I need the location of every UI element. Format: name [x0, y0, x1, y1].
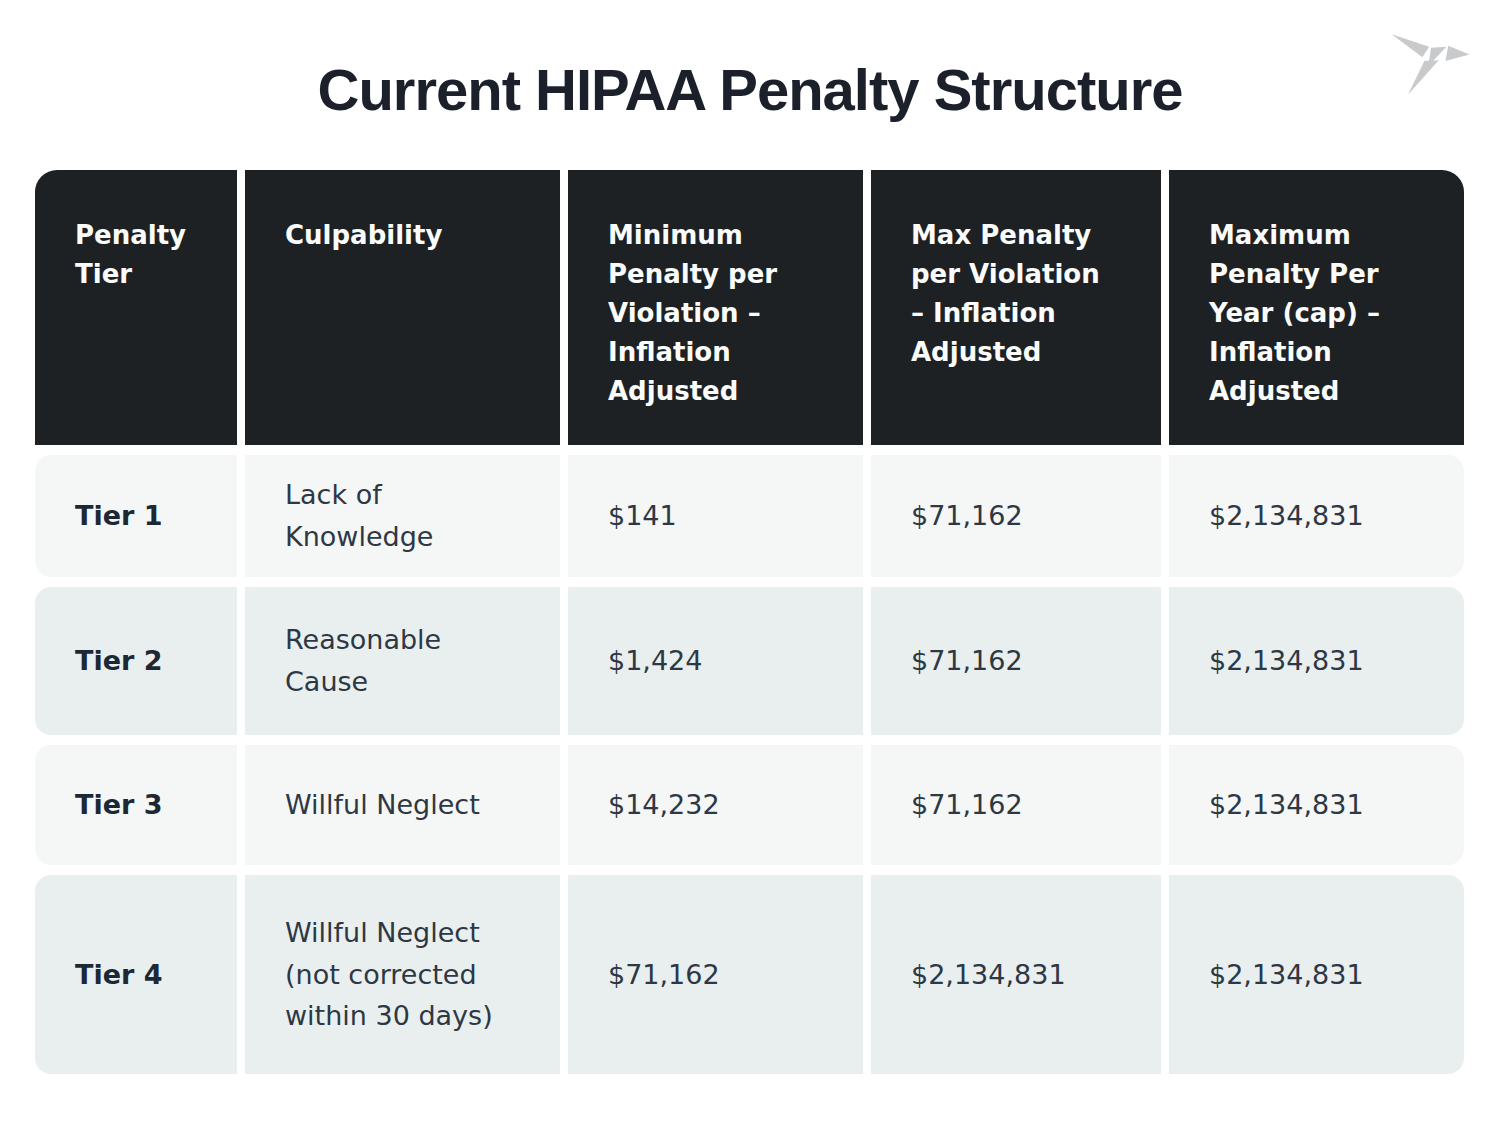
tier-label: Tier 2 — [35, 587, 237, 735]
year-cap-value: $2,134,831 — [1169, 745, 1464, 865]
max-penalty-value: $71,162 — [871, 587, 1161, 735]
origami-bird-logo — [1384, 18, 1480, 110]
column-header-min-penalty: Minimum Penalty per Violation – Inflatio… — [568, 170, 863, 445]
min-penalty-value: $1,424 — [568, 587, 863, 735]
penalty-table: Penalty Tier Culpability Minimum Penalty… — [35, 170, 1464, 1074]
year-cap-value: $2,134,831 — [1169, 455, 1464, 577]
min-penalty-value: $71,162 — [568, 875, 863, 1074]
tier-label: Tier 1 — [35, 455, 237, 577]
tier-label: Tier 3 — [35, 745, 237, 865]
max-penalty-value: $2,134,831 — [871, 875, 1161, 1074]
year-cap-value: $2,134,831 — [1169, 587, 1464, 735]
column-header-max-penalty: Max Penalty per Violation – Inflation Ad… — [871, 170, 1161, 445]
culpability-value: Lack of Knowledge — [245, 455, 560, 577]
column-header-culpability: Culpability — [245, 170, 560, 445]
max-penalty-value: $71,162 — [871, 745, 1161, 865]
slide: Current HIPAA Penalty Structure Penalty … — [0, 0, 1500, 1137]
min-penalty-value: $14,232 — [568, 745, 863, 865]
tier-label: Tier 4 — [35, 875, 237, 1074]
culpability-value: Willful Neglect (not corrected within 30… — [245, 875, 560, 1074]
min-penalty-value: $141 — [568, 455, 863, 577]
culpability-value: Reasonable Cause — [245, 587, 560, 735]
culpability-value: Willful Neglect — [245, 745, 560, 865]
max-penalty-value: $71,162 — [871, 455, 1161, 577]
column-header-penalty-tier: Penalty Tier — [35, 170, 237, 445]
page-title: Current HIPAA Penalty Structure — [0, 56, 1500, 123]
year-cap-value: $2,134,831 — [1169, 875, 1464, 1074]
column-header-max-per-year: Maximum Penalty Per Year (cap) – Inflati… — [1169, 170, 1464, 445]
